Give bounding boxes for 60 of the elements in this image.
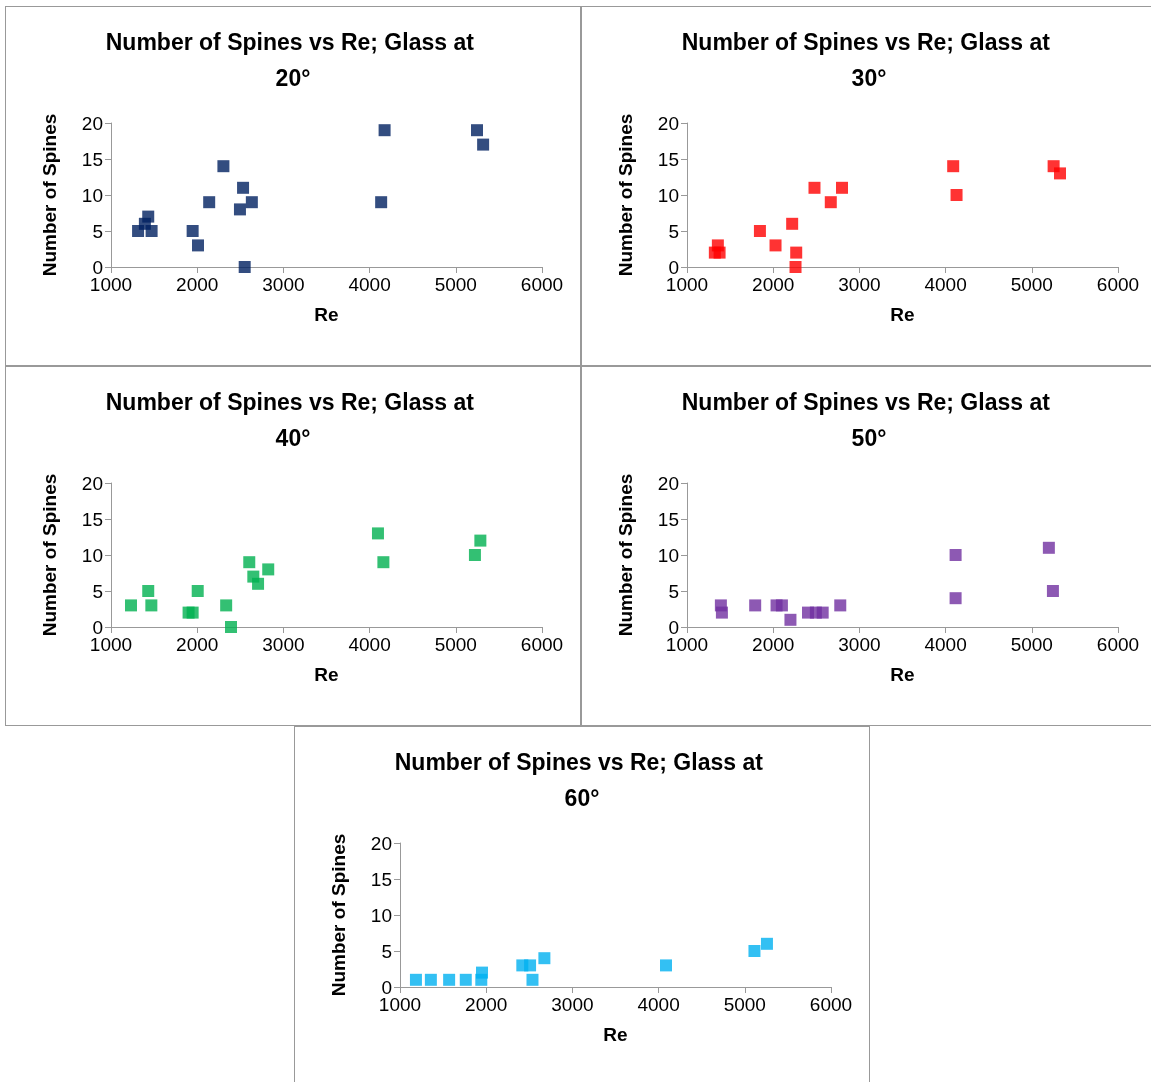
y-tick-label: 5 [92, 580, 103, 602]
chart-title: Number of Spines vs Re; Glass at 20° [105, 29, 481, 91]
y-tick-label: 5 [668, 580, 679, 602]
x-tick-label: 2000 [465, 994, 508, 1015]
x-axis-title: Re [890, 304, 915, 325]
y-tick-label: 20 [657, 472, 679, 494]
x-axis-title: Re [890, 664, 915, 685]
y-tick-label: 15 [370, 868, 392, 890]
x-tick-label: 4000 [924, 274, 967, 295]
x-tick-label: 6000 [520, 274, 564, 295]
y-tick-label: 20 [81, 112, 103, 134]
x-tick-label: 2000 [176, 634, 219, 655]
y-tick-label: 10 [81, 184, 103, 206]
x-tick-label: 2000 [176, 274, 219, 295]
x-tick-label: 2000 [752, 634, 795, 655]
y-axis-title: Number of Spines [39, 113, 60, 277]
x-tick-label: 5000 [723, 994, 766, 1015]
x-tick-label: 3000 [551, 994, 594, 1015]
y-tick-label: 15 [81, 148, 103, 170]
y-tick-label: 15 [657, 508, 679, 530]
x-axis-title: Re [314, 664, 339, 685]
y-tick-label: 10 [81, 544, 103, 566]
chart-title: Number of Spines vs Re; Glass at 40° [105, 389, 481, 451]
x-axis-title: Re [603, 1024, 628, 1045]
y-tick-label: 5 [668, 220, 679, 242]
y-tick-label: 20 [81, 472, 103, 494]
x-tick-label: 6000 [1096, 274, 1140, 295]
x-tick-label: 6000 [809, 994, 853, 1015]
chart-title: Number of Spines vs Re; Glass at 60° [394, 749, 770, 811]
x-tick-label: 4000 [348, 634, 391, 655]
x-tick-label: 5000 [1010, 274, 1053, 295]
x-tick-label: 4000 [924, 634, 967, 655]
y-axis-title: Number of Spines [615, 113, 636, 277]
x-tick-label: 3000 [838, 634, 881, 655]
x-tick-label: 3000 [838, 274, 881, 295]
x-tick-label: 3000 [262, 634, 305, 655]
y-tick-label: 20 [370, 832, 392, 854]
y-tick-label: 20 [657, 112, 679, 134]
chart-title: Number of Spines vs Re; Glass at 50° [681, 389, 1057, 451]
x-tick-label: 5000 [1010, 634, 1053, 655]
x-tick-label: 4000 [637, 994, 680, 1015]
y-axis-title: Number of Spines [615, 473, 636, 637]
y-axis-title: Number of Spines [328, 833, 349, 997]
y-tick-label: 15 [657, 148, 679, 170]
y-tick-label: 15 [81, 508, 103, 530]
x-tick-label: 2000 [752, 274, 795, 295]
x-tick-label: 3000 [262, 274, 305, 295]
x-axis-title: Re [314, 304, 339, 325]
x-tick-label: 5000 [434, 634, 477, 655]
chart-title: Number of Spines vs Re; Glass at 30° [681, 29, 1057, 91]
x-tick-label: 6000 [520, 634, 564, 655]
y-tick-label: 10 [657, 184, 679, 206]
x-tick-label: 5000 [434, 274, 477, 295]
y-axis-title: Number of Spines [39, 473, 60, 637]
y-tick-label: 5 [92, 220, 103, 242]
x-tick-label: 6000 [1096, 634, 1140, 655]
y-tick-label: 10 [370, 904, 392, 926]
x-tick-label: 4000 [348, 274, 391, 295]
y-tick-label: 5 [381, 940, 392, 962]
y-tick-label: 10 [657, 544, 679, 566]
